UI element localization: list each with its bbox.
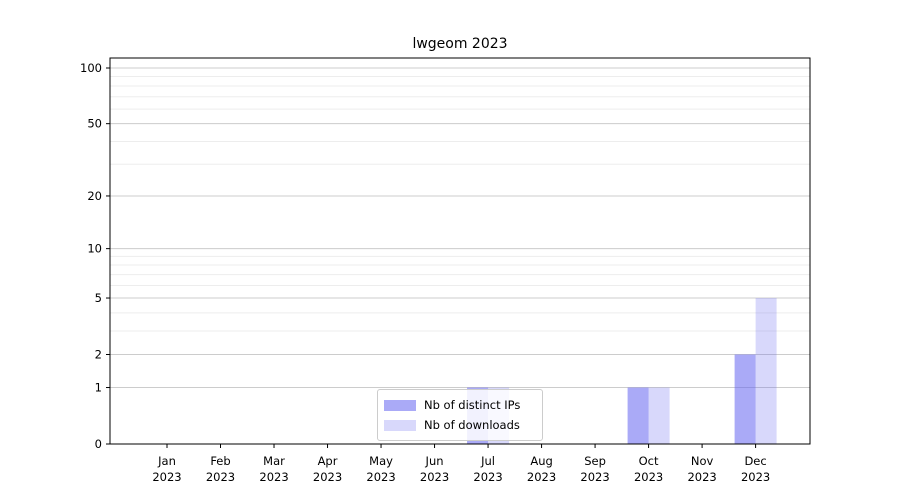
axis-frame [109, 57, 811, 445]
x-tick-label-month: May [369, 454, 393, 468]
legend: Nb of distinct IPs Nb of downloads [377, 389, 543, 441]
legend-swatch-downloads [384, 419, 416, 431]
bar [648, 387, 670, 444]
x-tick-label-year: 2023 [580, 470, 609, 484]
x-tick-label-month: Sep [584, 454, 606, 468]
y-tick-label: 50 [87, 117, 102, 131]
y-tick-label: 5 [95, 291, 102, 305]
x-tick-label-month: Aug [530, 454, 552, 468]
x-tick-label-month: Nov [691, 454, 714, 468]
y-tick-label: 2 [95, 347, 102, 361]
legend-item-downloads: Nb of downloads [384, 415, 535, 435]
y-tick-label: 0 [95, 437, 102, 451]
bar [627, 387, 649, 444]
x-tick-label-month: Jul [480, 454, 495, 468]
x-tick-label-year: 2023 [473, 470, 502, 484]
y-tick-label: 10 [87, 242, 102, 256]
x-tick-label-year: 2023 [634, 470, 663, 484]
chart-title: lwgeom 2023 [412, 36, 508, 52]
legend-label-downloads: Nb of downloads [424, 418, 520, 432]
x-tick-label-year: 2023 [366, 470, 395, 484]
x-tick-label-month: Apr [318, 454, 338, 468]
y-tick-label: 20 [87, 189, 102, 203]
x-tick-label-month: Dec [744, 454, 766, 468]
y-tick-label: 100 [80, 61, 102, 75]
x-tick-label-year: 2023 [313, 470, 342, 484]
x-tick-label-year: 2023 [420, 470, 449, 484]
x-tick-label-year: 2023 [206, 470, 235, 484]
legend-item-distinct-ips: Nb of distinct IPs [384, 395, 535, 415]
x-tick-label-year: 2023 [527, 470, 556, 484]
x-tick-label-month: Feb [210, 454, 230, 468]
y-tick-label: 1 [95, 381, 102, 395]
x-tick-label-year: 2023 [152, 470, 181, 484]
x-tick-label-month: Mar [263, 454, 285, 468]
legend-label-distinct-ips: Nb of distinct IPs [424, 398, 521, 412]
x-tick-label-month: Jan [157, 454, 176, 468]
x-tick-label-year: 2023 [687, 470, 716, 484]
x-tick-label-year: 2023 [741, 470, 770, 484]
x-tick-label-month: Jun [425, 454, 444, 468]
x-tick-label-month: Oct [639, 454, 659, 468]
bar [755, 298, 777, 444]
bar [734, 354, 756, 444]
x-tick-label-year: 2023 [259, 470, 288, 484]
legend-swatch-distinct-ips [384, 399, 416, 411]
